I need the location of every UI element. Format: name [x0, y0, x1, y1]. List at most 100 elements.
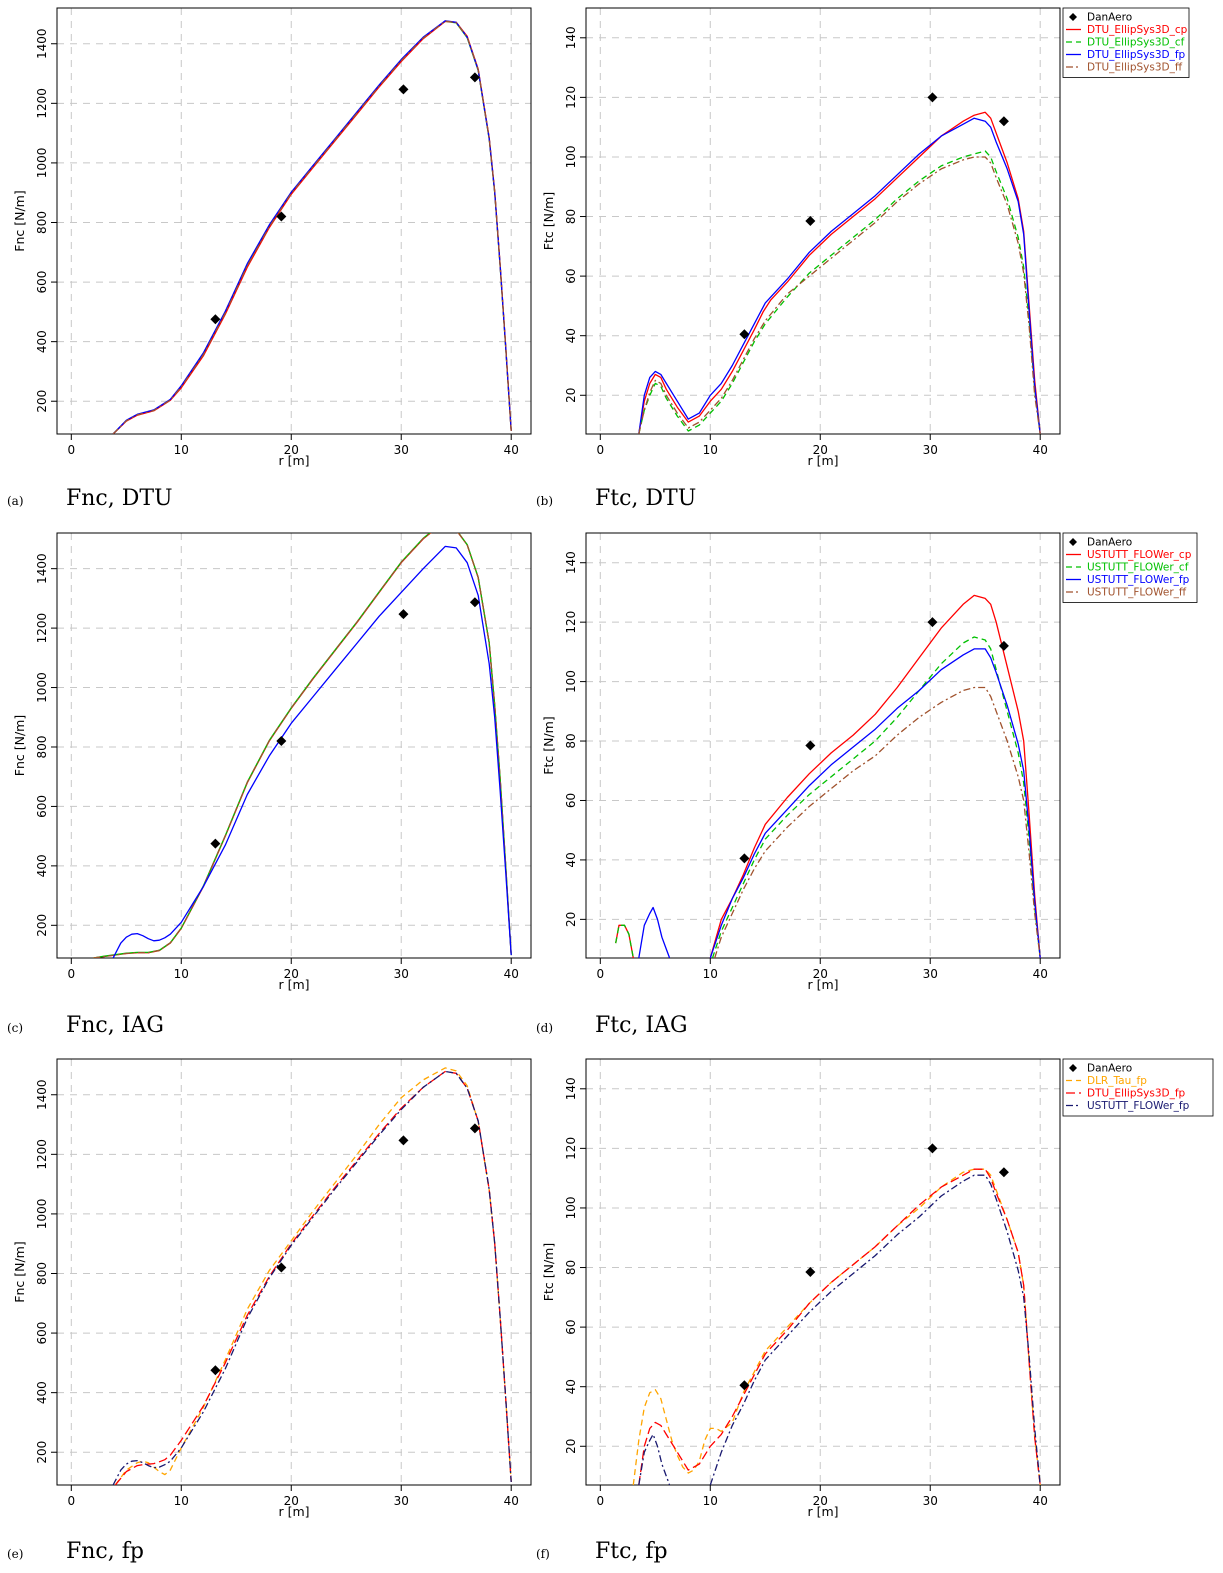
y-tick-label: 40 [564, 852, 578, 867]
legend-box [1062, 1058, 1214, 1117]
series-line-DTU_EllipSys3D_cp [638, 111, 1041, 434]
legend-label: DLR_Tau_fp [1087, 1075, 1147, 1087]
x-tick-label: 30 [394, 967, 409, 981]
y-tick-label: 200 [35, 914, 49, 937]
caption-letter: (a) [7, 494, 24, 508]
x-tick-label: 0 [596, 1494, 604, 1508]
x-tick-label: 10 [703, 1494, 718, 1508]
grid [586, 8, 1060, 434]
series-line-USTUTT_FLOWer_fp [638, 906, 671, 958]
plot-frame [56, 7, 532, 435]
caption-text: Ftc, DTU [595, 486, 696, 511]
y-tick-label: 80 [564, 733, 578, 748]
series-line-brown [112, 20, 512, 434]
x-tick-label: 40 [504, 1494, 519, 1508]
grid [586, 533, 1060, 958]
series-line-USTUTT_FLOWer_ff [714, 686, 1041, 958]
danaero-marker [927, 92, 938, 103]
x-axis-title: r [m] [278, 977, 309, 992]
danaero-marker [805, 216, 816, 226]
series-line-blue [112, 20, 512, 434]
y-tick-label: 1400 [35, 1079, 49, 1110]
series-group [638, 111, 1041, 434]
y-axis-title: Fnc [N/m] [12, 715, 27, 776]
danaero-marker [210, 838, 221, 849]
y-tick-label: 200 [35, 1441, 49, 1464]
y-tick-label: 100 [564, 145, 578, 168]
x-tick-label: 20 [813, 967, 828, 981]
x-tick-label: 30 [394, 1494, 409, 1508]
y-tick-label: 140 [564, 26, 578, 49]
legend: DanAeroUSTUTT_FLOWer_cpUSTUTT_FLOWer_cfU… [1062, 532, 1198, 603]
legend-box [1062, 7, 1190, 78]
plot-frame [56, 532, 532, 959]
danaero-marker [276, 736, 287, 747]
y-tick-label: 200 [35, 390, 49, 413]
x-tick-label: 30 [923, 1494, 938, 1508]
series-group [615, 594, 1041, 958]
series-line-blue [112, 545, 512, 958]
series-line-brown [93, 533, 512, 958]
danaero-marker [998, 1167, 1009, 1178]
danaero-marker [276, 1262, 287, 1273]
grid [57, 1059, 531, 1485]
danaero-marker [998, 116, 1009, 127]
legend-marker-danaero [1069, 13, 1077, 21]
y-tick-label: 60 [564, 268, 578, 283]
y-tick-label: 400 [35, 854, 49, 877]
series-line-red [112, 20, 512, 434]
chart-panel-1: 0 10 20 30 40 20 40 60 80 100 120 140 r [m] Ftc [N/m]… [536, 7, 1190, 511]
series-line-red [93, 533, 512, 958]
series-line-USTUTT_FLOWer_fp [709, 648, 1041, 958]
y-tick-label: 800 [35, 211, 49, 234]
series-line-USTUTT_FLOWer_fp [709, 1174, 1041, 1485]
y-tick-label: 1400 [35, 553, 49, 584]
series-line-red [114, 1070, 512, 1485]
x-tick-label: 0 [67, 967, 75, 981]
legend: DanAeroDTU_EllipSys3D_cpDTU_EllipSys3D_c… [1062, 7, 1190, 78]
y-tick-label: 800 [35, 736, 49, 759]
caption-letter: (d) [536, 1021, 553, 1035]
legend-marker-danaero [1069, 1064, 1077, 1072]
x-tick-label: 30 [394, 443, 409, 457]
legend-label: USTUTT_FLOWer_cf [1087, 562, 1189, 574]
danaero-marker [739, 329, 750, 340]
x-tick-label: 10 [174, 967, 189, 981]
caption-letter: (f) [536, 1547, 550, 1561]
caption-text: Ftc, IAG [595, 1013, 688, 1038]
y-tick-label: 80 [564, 1260, 578, 1275]
series-group [93, 533, 512, 958]
y-tick-label: 20 [564, 1439, 578, 1454]
legend-label: DanAero [1087, 1063, 1132, 1075]
grid [586, 1059, 1060, 1485]
legend-label: USTUTT_FLOWer_cp [1087, 549, 1192, 561]
x-tick-label: 20 [813, 1494, 828, 1508]
series-group [112, 20, 512, 434]
y-axis-title: Ftc [N/m] [541, 716, 556, 774]
x-tick-label: 40 [1033, 443, 1048, 457]
x-tick-label: 30 [923, 967, 938, 981]
caption-letter: (b) [536, 494, 553, 508]
caption-text: Fnc, DTU [66, 486, 173, 511]
danaero-marker [927, 1143, 938, 1154]
x-tick-label: 0 [596, 443, 604, 457]
y-tick-label: 40 [564, 1379, 578, 1394]
y-tick-label: 100 [564, 1196, 578, 1219]
danaero-marker [398, 609, 409, 620]
series-line-USTUTT_FLOWer_cf [615, 924, 634, 958]
series-line-green [112, 20, 512, 434]
legend-label: DanAero [1087, 537, 1132, 549]
x-tick-label: 10 [174, 443, 189, 457]
y-axis-title: Ftc [N/m] [541, 192, 556, 250]
danaero-marker [998, 640, 1009, 651]
y-tick-label: 800 [35, 1262, 49, 1285]
caption-text: Ftc, fp [595, 1539, 668, 1564]
danaero-marker [469, 72, 480, 83]
grid [57, 533, 531, 958]
x-tick-label: 40 [1033, 967, 1048, 981]
y-tick-label: 1400 [35, 28, 49, 59]
y-tick-label: 120 [564, 611, 578, 634]
y-tick-label: 600 [35, 271, 49, 294]
series-group [112, 1067, 512, 1485]
